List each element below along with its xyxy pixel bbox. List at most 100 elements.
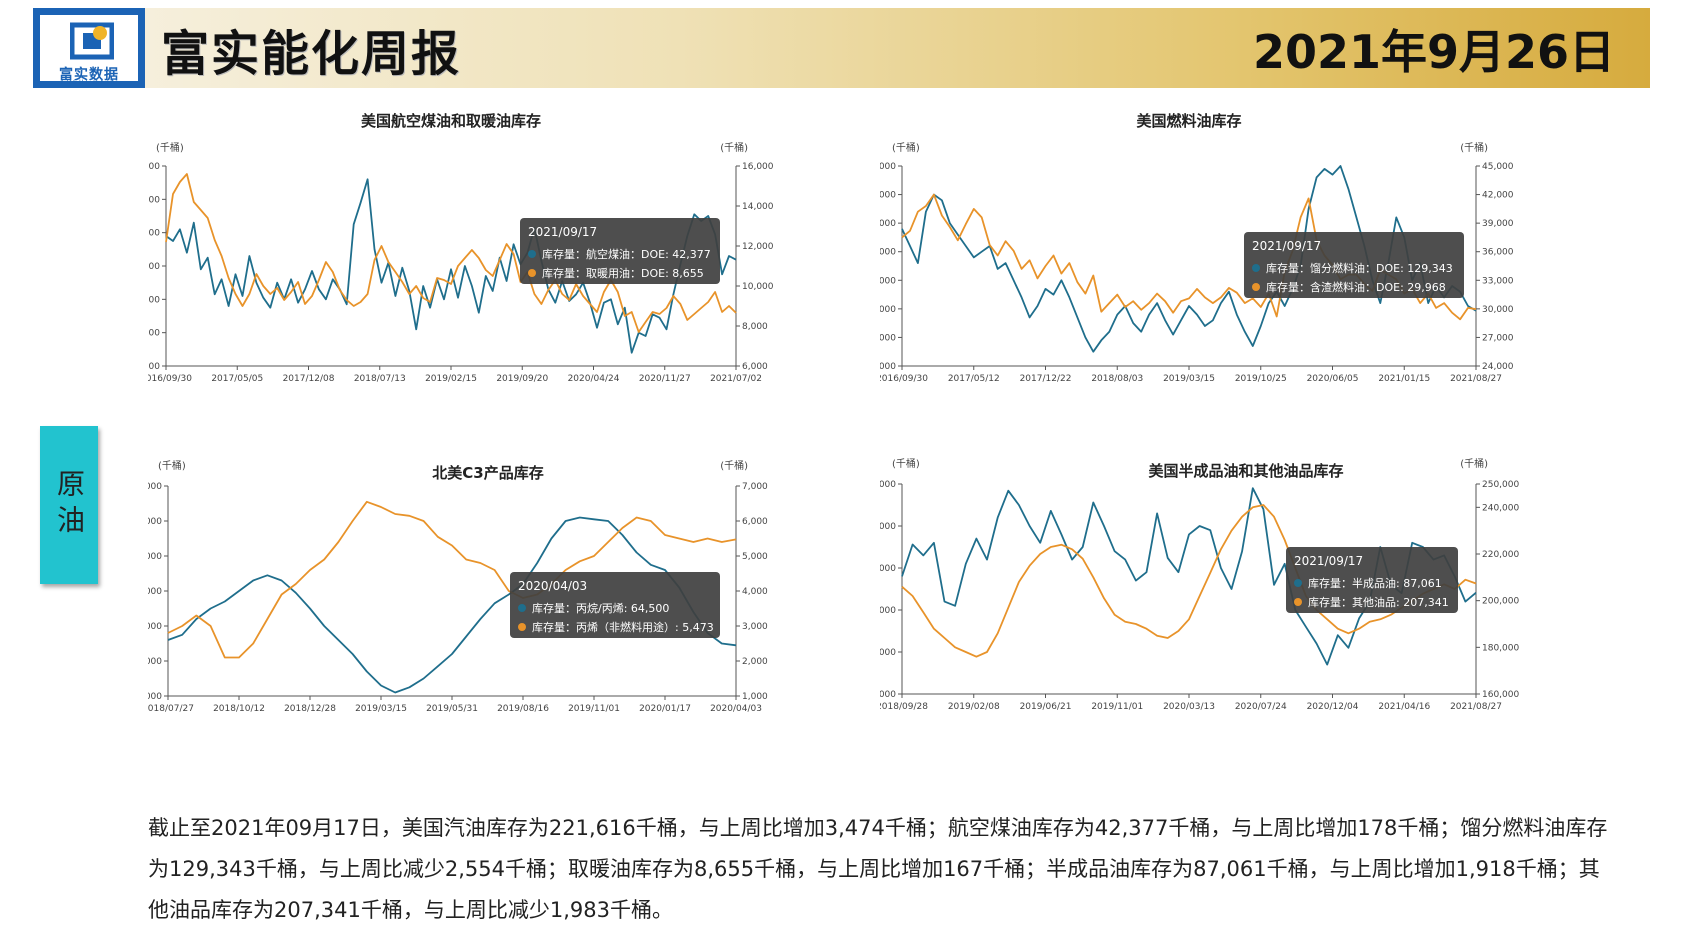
logo-text: 富实数据: [59, 67, 119, 83]
right-tick-label: 6,000: [742, 517, 768, 527]
plot-area: 美国航空煤油和取暖油库存 (千桶) (千桶) 36,000 38,000 40,000 42…: [148, 112, 774, 384]
section-tab-crude-oil[interactable]: 原油: [40, 426, 98, 584]
left-axis-unit: (千桶): [158, 459, 186, 472]
tooltip-line: 库存量：馏分燃料油：DOE: 129,343: [1266, 261, 1453, 275]
left-tick-label: 130,000: [880, 305, 896, 315]
x-tick-label: 2019/03/15: [355, 704, 407, 714]
left-axis-unit: (千桶): [892, 458, 920, 470]
left-tick-label: 95,000: [880, 522, 896, 532]
right-tick-label: 1,000: [742, 692, 768, 702]
tooltip-line: 库存量：丙烷/丙烯: 64,500: [532, 601, 669, 615]
tooltip-line: 库存量：半成品油: 87,061: [1308, 576, 1442, 590]
left-tick-label: 90,000: [148, 552, 162, 562]
x-tick-label: 2020/11/27: [639, 374, 691, 384]
tooltip-line: 库存量：其他油品: 207,341: [1308, 595, 1449, 609]
right-axis-unit: (千桶): [1460, 458, 1488, 470]
series-line-right: [165, 173, 737, 333]
left-tick-label: 160,000: [880, 219, 896, 229]
left-axis-unit: (千桶): [892, 141, 920, 154]
series-line-right: [167, 500, 737, 659]
company-logo: 富实数据 FUSHI DATA: [33, 8, 145, 88]
x-tick-label: 2019/02/08: [948, 702, 1000, 712]
x-tick-label: 2021/08/27: [1450, 374, 1502, 384]
x-tick-label: 2017/12/08: [283, 374, 335, 384]
tooltip-dot-orange: [1252, 283, 1260, 291]
tooltip-line: 库存量：丙烯（非燃料用途）: 5,473: [532, 620, 714, 634]
x-tick-label: 2021/07/02: [710, 374, 762, 384]
right-tick-label: 200,000: [1482, 597, 1519, 607]
x-tick-label: 2021/04/16: [1378, 702, 1430, 712]
right-tick-label: 4,000: [742, 587, 768, 597]
tooltip-date: 2021/09/17: [528, 225, 597, 239]
left-tick-label: 48,000: [148, 162, 160, 172]
chart-tooltip: 2021/09/17 库存量：半成品油: 87,061 库存量：其他油品: 207,…: [1286, 547, 1458, 613]
left-tick-label: 150,000: [880, 248, 896, 258]
tooltip-box: [1244, 232, 1464, 298]
left-tick-label: 70,000: [148, 622, 162, 632]
right-tick-label: 39,000: [1482, 219, 1514, 229]
x-tick-label: 2019/08/16: [497, 704, 549, 714]
summary-paragraph: 截止至2021年09月17日，美国汽油库存为221,616千桶，与上周比增加3,…: [148, 816, 1608, 922]
x-tick-label: 2020/04/03: [710, 704, 762, 714]
x-tick-label: 2019/09/20: [496, 374, 548, 384]
left-tick-label: 90,000: [880, 564, 896, 574]
right-tick-label: 5,000: [742, 552, 768, 562]
left-tick-label: 100,000: [880, 480, 896, 490]
x-tick-label: 2017/05/12: [948, 374, 1000, 384]
right-tick-label: 8,000: [742, 322, 768, 332]
left-tick-label: 80,000: [880, 648, 896, 658]
tooltip-dot-orange: [1294, 598, 1302, 606]
right-tick-label: 2,000: [742, 657, 768, 667]
chart-fuel-oil: 美国燃料油库存 (千桶) (千桶) 110,000 120,000 130,000 140,…: [880, 112, 1514, 384]
right-tick-label: 42,000: [1482, 191, 1514, 201]
chart-tooltip: 2021/09/17 库存量：航空煤油：DOE: 42,377 库存量：取暖用油：D…: [520, 218, 720, 284]
left-tick-label: 36,000: [148, 362, 160, 372]
x-tick-label: 2018/07/27: [148, 704, 194, 714]
chart-unfinished-other-oils: (千桶) (千桶) 75,000 80,000 85,000 90,000 95,000 10…: [880, 458, 1519, 712]
right-axis-unit: (千桶): [720, 141, 748, 154]
tooltip-box: [520, 218, 720, 284]
x-tick-label: 2018/09/28: [880, 702, 928, 712]
left-tick-label: 170,000: [880, 191, 896, 201]
left-tick-label: 60,000: [148, 657, 162, 667]
left-tick-label: 75,000: [880, 690, 896, 700]
tooltip-box: [510, 572, 720, 638]
x-tick-label: 2016/09/30: [148, 374, 192, 384]
left-tick-label: 44,000: [148, 229, 160, 239]
x-tick-label: 2017/05/05: [211, 374, 263, 384]
tooltip-box: [1286, 547, 1458, 613]
right-tick-label: 33,000: [1482, 276, 1514, 286]
report-header: 富实数据 FUSHI DATA 富实能化周报 2021年9月26日: [33, 8, 1650, 88]
left-tick-label: 80,000: [148, 587, 162, 597]
x-tick-label: 2018/10/12: [213, 704, 265, 714]
tooltip-dot-blue: [518, 604, 526, 612]
logo-mark-icon: [70, 22, 114, 60]
series-line-left: [901, 165, 1477, 353]
tooltip-date: 2021/09/17: [1252, 239, 1321, 253]
left-tick-label: 46,000: [148, 195, 160, 205]
x-tick-label: 2019/10/25: [1235, 374, 1287, 384]
right-tick-label: 45,000: [1482, 162, 1514, 172]
report-title: 富实能化周报: [161, 26, 462, 82]
x-tick-label: 2020/06/05: [1307, 374, 1359, 384]
tooltip-dot-orange: [518, 623, 526, 631]
x-tick-label: 2021/08/27: [1450, 702, 1502, 712]
series-line-left: [165, 178, 737, 354]
right-tick-label: 36,000: [1482, 248, 1514, 258]
chart-title: 美国半成品油和其他油品库存: [1148, 462, 1344, 480]
chart-jet-heating-oil: 美国航空煤油和取暖油库存 (千桶) (千桶) 36,000 38,000 40,000 42…: [148, 112, 774, 384]
chart-title: 北美C3产品库存: [432, 464, 544, 482]
x-tick-label: 2020/04/24: [568, 374, 620, 384]
left-tick-label: 120,000: [880, 333, 896, 343]
chart-title: 美国燃料油库存: [1136, 112, 1241, 130]
x-tick-label: 2018/07/13: [354, 374, 406, 384]
right-tick-label: 7,000: [742, 482, 768, 492]
x-tick-label: 2017/12/22: [1020, 374, 1072, 384]
x-tick-label: 2020/03/13: [1163, 702, 1215, 712]
x-tick-label: 2019/03/15: [1163, 374, 1215, 384]
right-tick-label: 14,000: [742, 202, 774, 212]
x-tick-label: 2019/02/15: [425, 374, 477, 384]
tooltip-dot-blue: [1252, 264, 1260, 272]
x-tick-label: 2019/06/21: [1020, 702, 1072, 712]
x-tick-label: 2019/05/31: [426, 704, 478, 714]
